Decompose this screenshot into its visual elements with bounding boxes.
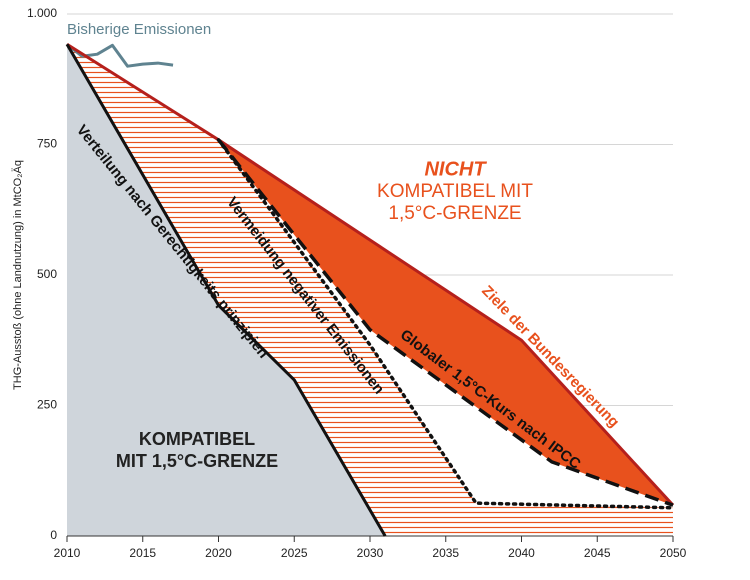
series-line — [65, 43, 387, 537]
hatched-area — [67, 44, 673, 536]
x-tick-label: 2050 — [660, 546, 687, 560]
x-tick-label: 2040 — [508, 546, 535, 560]
incompatible-area — [218, 139, 673, 506]
x-tick-label: 2035 — [432, 546, 459, 560]
x-tick-label: 2045 — [584, 546, 611, 560]
x-tick-label: 2025 — [281, 546, 308, 560]
series-line — [216, 138, 675, 510]
annotation: NICHT — [424, 158, 487, 180]
x-tick-label: 2030 — [357, 546, 384, 560]
compatible-area — [67, 44, 386, 536]
x-tick-label: 2010 — [54, 546, 81, 560]
y-tick-label: 500 — [37, 267, 57, 281]
annotation: KOMPATIBEL MIT — [377, 181, 533, 202]
x-tick-label: 2015 — [129, 546, 156, 560]
annotation: MIT 1,5°C-GRENZE — [116, 451, 278, 471]
series-line — [66, 43, 675, 507]
y-tick-label: 750 — [37, 137, 57, 151]
y-axis-label: THG-Ausstoß (ohne Landnutzung) in MtCO₂Ä… — [12, 160, 24, 390]
series-line — [217, 138, 674, 507]
y-tick-label: 250 — [37, 398, 57, 412]
annotation: 1,5°C-GRENZE — [388, 203, 521, 224]
series-label: Bisherige Emissionen — [67, 21, 211, 38]
x-tick-label: 2020 — [205, 546, 232, 560]
y-tick-label: 1.000 — [27, 6, 57, 20]
annotation: KOMPATIBEL — [139, 429, 255, 449]
y-tick-label: 0 — [50, 528, 57, 542]
